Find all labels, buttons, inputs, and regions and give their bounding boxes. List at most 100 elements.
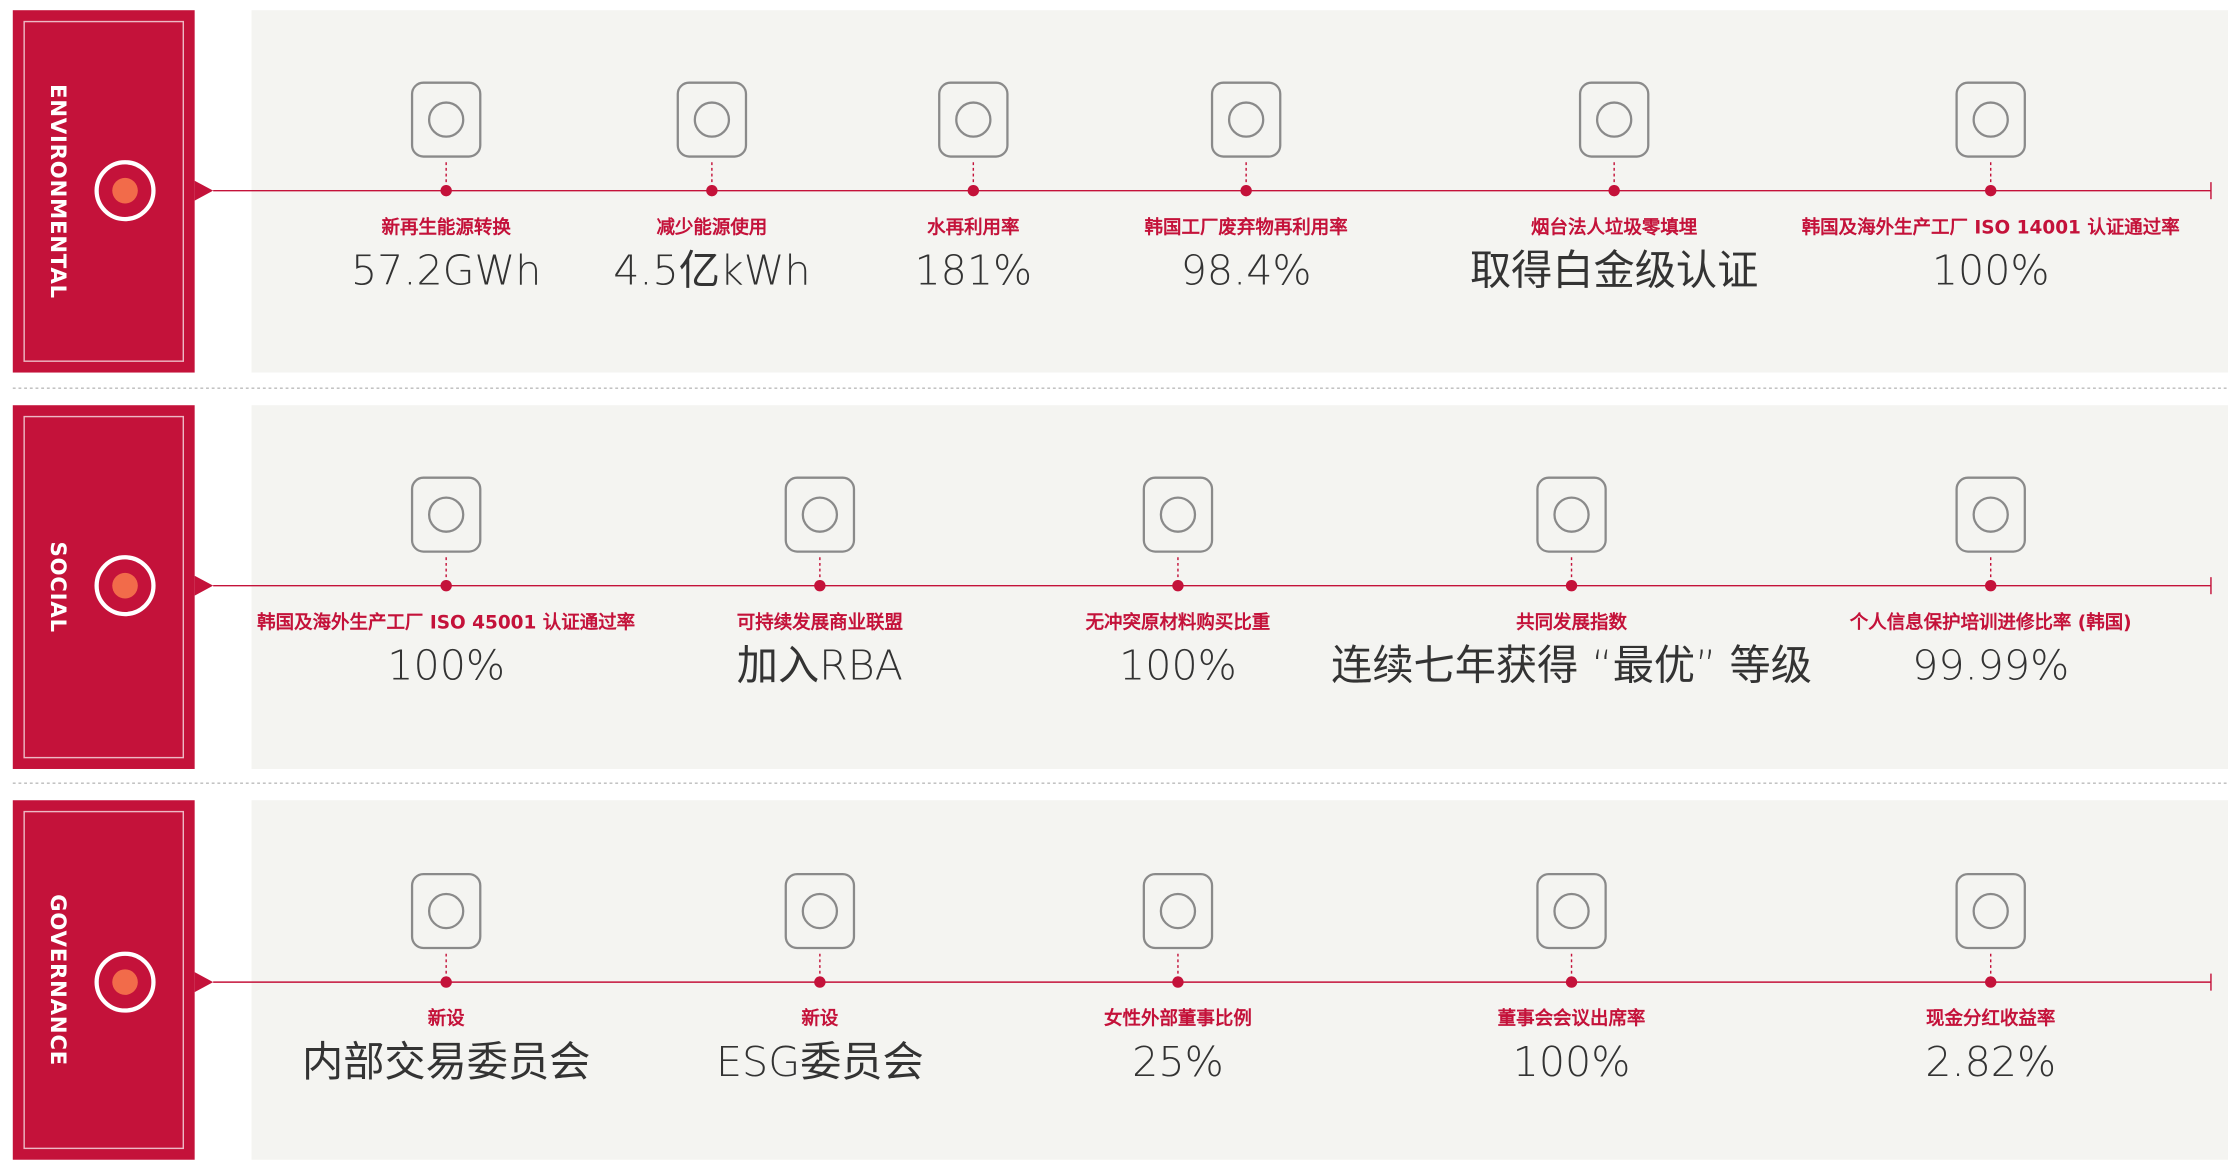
item-caption: 可持续发展商业联盟 bbox=[737, 611, 903, 633]
timeline-dot bbox=[1985, 184, 1997, 197]
timeline-dot bbox=[1172, 580, 1184, 592]
icon bbox=[1955, 872, 2026, 950]
icon-detail bbox=[1159, 496, 1197, 533]
item-value: 2.82% bbox=[1925, 1038, 2056, 1086]
icon bbox=[1955, 81, 2026, 158]
arrow bbox=[194, 575, 214, 596]
item-caption: 女性外部董事比例 bbox=[1104, 1008, 1252, 1030]
timeline-dot bbox=[1985, 976, 1997, 988]
item-value: 内部交易委员会 bbox=[302, 1038, 590, 1086]
item-value: 100% bbox=[1932, 246, 2050, 294]
icon-detail bbox=[427, 892, 465, 930]
item-value: 57.2GWh bbox=[351, 246, 541, 294]
timeline-dot bbox=[1985, 580, 1997, 592]
icon bbox=[1955, 476, 2026, 553]
section-icon-dot bbox=[112, 969, 138, 995]
section-label: ENVIRONMENTAL bbox=[45, 84, 70, 299]
section-panel bbox=[12, 10, 195, 373]
section-icon bbox=[94, 555, 156, 617]
item-caption: 新设 bbox=[428, 1008, 465, 1030]
section-border bbox=[23, 810, 185, 1150]
item-value: 100% bbox=[1513, 1038, 1631, 1086]
icon bbox=[1536, 476, 1607, 553]
icon-detail bbox=[801, 496, 839, 533]
section-label: SOCIAL bbox=[45, 541, 70, 632]
item-value: 连续七年获得 “最优” 等级 bbox=[1331, 641, 1812, 689]
icon-detail bbox=[1159, 892, 1197, 930]
section-icon-dot bbox=[112, 572, 138, 599]
icon bbox=[1142, 476, 1214, 553]
icon-detail bbox=[1972, 892, 2009, 930]
timeline-dot bbox=[706, 184, 718, 197]
arrow bbox=[194, 180, 214, 201]
section-icon bbox=[94, 160, 156, 222]
item-caption: 个人信息保护培训进修比率 (韩国) bbox=[1849, 611, 2132, 633]
icon bbox=[1536, 872, 1607, 950]
section-panel bbox=[12, 405, 195, 769]
item-caption: 新再生能源转换 bbox=[382, 216, 512, 238]
section-label: GOVERNANCE bbox=[45, 894, 70, 1066]
icon-detail bbox=[1553, 892, 1590, 930]
item-caption: 无冲突原材料购买比重 bbox=[1086, 611, 1271, 633]
timeline-dot bbox=[967, 184, 980, 197]
item-value: 100% bbox=[1119, 641, 1237, 689]
icon bbox=[410, 872, 482, 950]
content-panel bbox=[251, 800, 2228, 1160]
item-caption: 水再利用率 bbox=[927, 216, 1019, 238]
arrow bbox=[194, 972, 214, 993]
icon bbox=[676, 81, 748, 158]
item-caption: 韩国及海外生产工厂 ISO 45001 认证通过率 bbox=[257, 611, 635, 633]
timeline-dot bbox=[440, 184, 452, 197]
icon bbox=[784, 476, 856, 553]
icon-detail bbox=[1595, 101, 1633, 138]
icon-detail bbox=[1972, 101, 2009, 138]
item-caption: 韩国工厂废弃物再利用率 bbox=[1145, 216, 1348, 238]
item-value: 99.99% bbox=[1912, 641, 2069, 689]
timeline-dot bbox=[814, 580, 826, 592]
icon bbox=[1142, 872, 1214, 950]
timeline-dot bbox=[440, 976, 452, 988]
icon-detail bbox=[1227, 101, 1265, 138]
icon bbox=[1210, 81, 1282, 158]
item-value: 25% bbox=[1132, 1038, 1224, 1086]
item-value: 100% bbox=[387, 641, 505, 689]
section-panel bbox=[12, 800, 195, 1160]
icon-detail bbox=[1972, 496, 2009, 533]
section-border bbox=[23, 20, 185, 362]
icon bbox=[410, 81, 482, 158]
timeline-dot bbox=[1172, 976, 1184, 988]
item-caption: 共同发展指数 bbox=[1516, 611, 1627, 633]
icon-detail bbox=[427, 101, 465, 138]
timeline-dot bbox=[440, 580, 452, 592]
section-icon-dot bbox=[112, 177, 138, 204]
icon bbox=[410, 476, 482, 553]
item-value: 181% bbox=[914, 246, 1032, 294]
item-value: 98.4% bbox=[1181, 246, 1312, 294]
item-value: 加入RBA bbox=[737, 641, 903, 689]
item-caption: 韩国及海外生产工厂 ISO 14001 认证通过率 bbox=[1802, 216, 2180, 238]
icon-detail bbox=[1553, 496, 1590, 533]
item-caption: 减少能源使用 bbox=[656, 216, 767, 238]
item-value: 取得白金级认证 bbox=[1470, 246, 1758, 294]
timeline-dot bbox=[1608, 184, 1620, 197]
icon-detail bbox=[693, 101, 731, 138]
item-caption: 新设 bbox=[801, 1008, 838, 1030]
timeline-dot bbox=[1565, 976, 1578, 988]
content-panel bbox=[251, 405, 2228, 769]
item-caption: 董事会会议出席率 bbox=[1498, 1008, 1646, 1030]
icon bbox=[938, 81, 1009, 158]
icon bbox=[1578, 81, 1650, 158]
icon bbox=[784, 872, 856, 950]
icon-detail bbox=[427, 496, 465, 533]
timeline-dot bbox=[814, 976, 826, 988]
section-border bbox=[23, 415, 185, 759]
icon-detail bbox=[801, 892, 839, 930]
item-value: 4.5亿kWh bbox=[613, 246, 810, 294]
section-icon bbox=[94, 951, 156, 1013]
item-caption: 烟台法人垃圾零填埋 bbox=[1531, 216, 1698, 238]
item-caption: 现金分红收益率 bbox=[1926, 1008, 2055, 1030]
timeline-dot bbox=[1565, 580, 1578, 592]
item-value: ESG委员会 bbox=[716, 1038, 924, 1086]
icon-detail bbox=[955, 101, 992, 138]
